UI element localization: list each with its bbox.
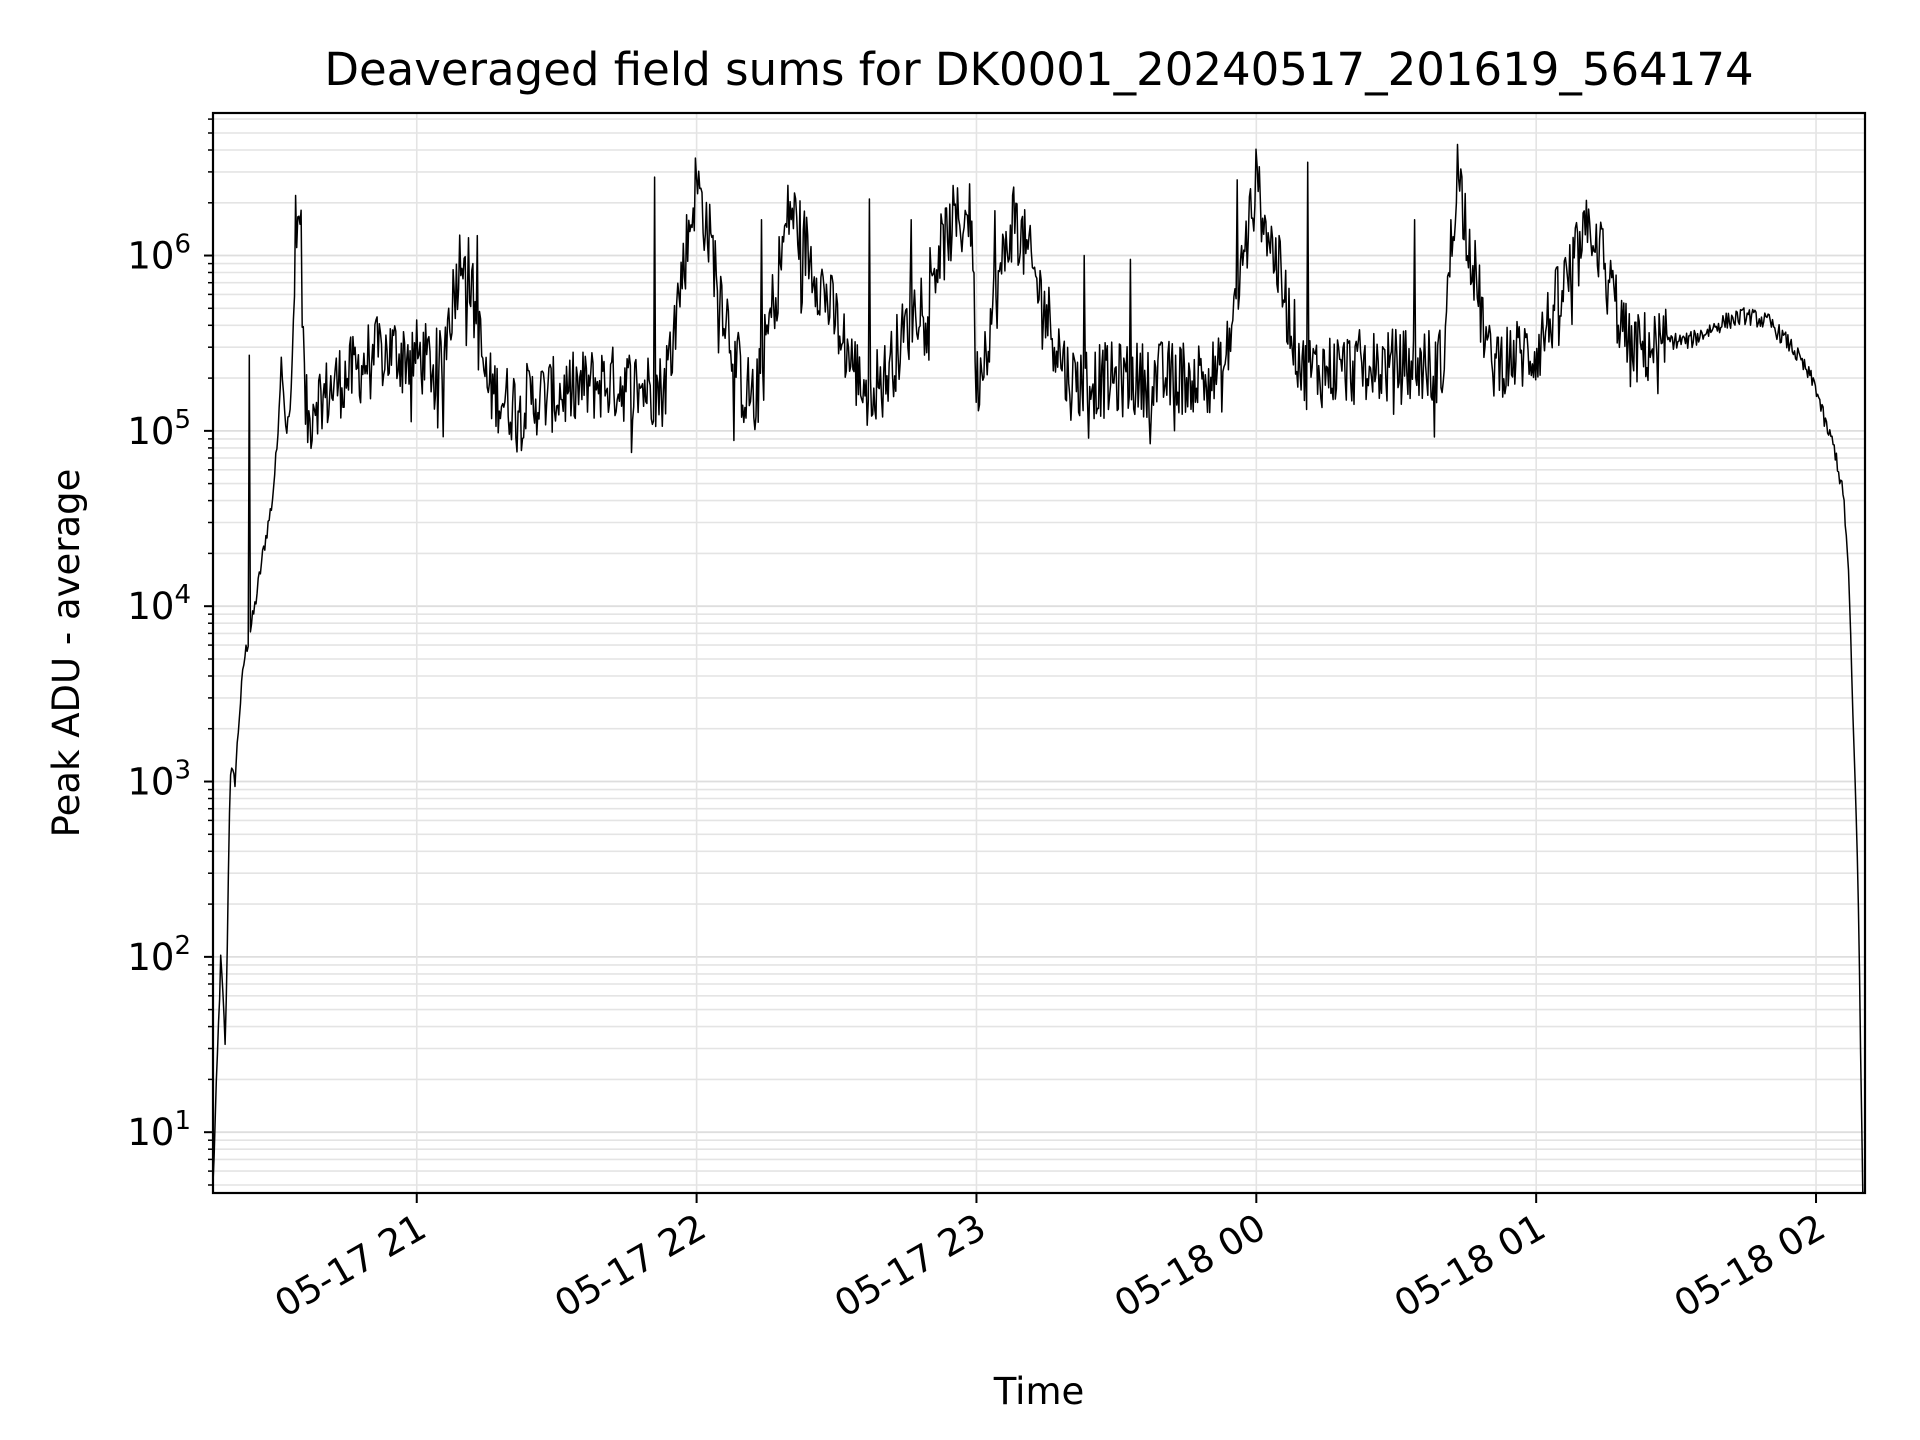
x-axis-label: Time — [993, 1370, 1085, 1413]
plot-frame — [211, 111, 1867, 1195]
series-line — [212, 143, 1866, 1194]
chart-title: Deaveraged field sums for DK0001_2024051… — [324, 43, 1753, 96]
series — [212, 143, 1866, 1194]
grid — [213, 113, 1865, 1193]
y-axis-label: Peak ADU - average — [45, 469, 88, 838]
y-tick-label: 104 — [127, 580, 191, 628]
